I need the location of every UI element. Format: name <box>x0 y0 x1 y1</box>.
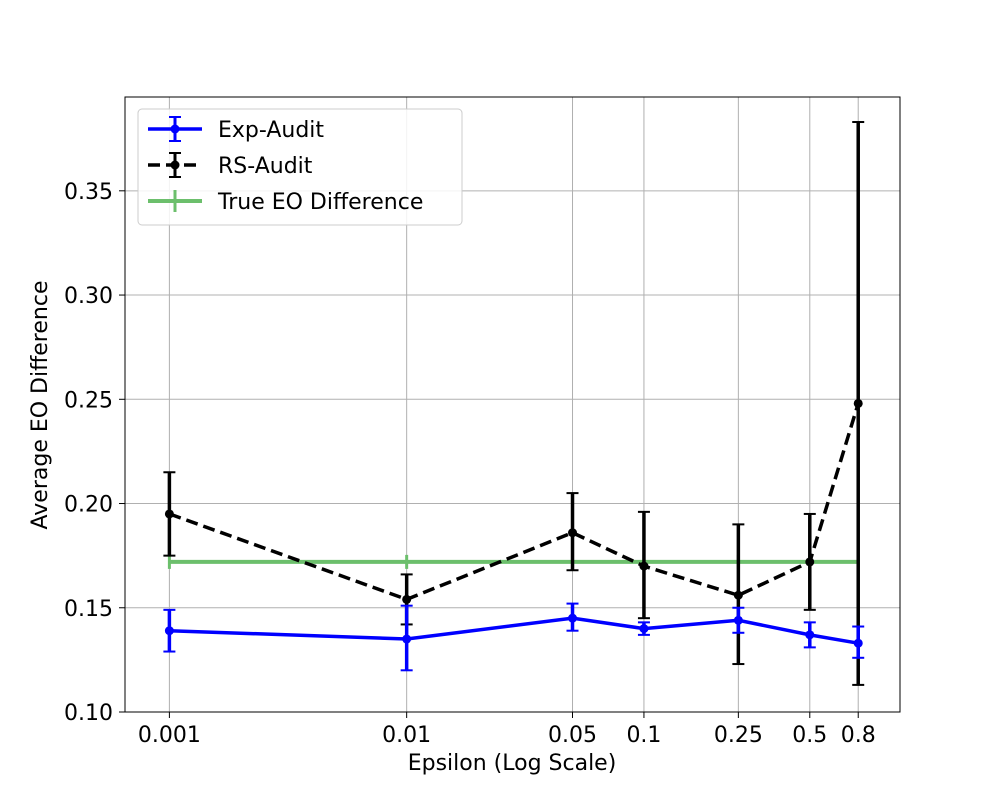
x-tick-label: 0.5 <box>792 723 827 748</box>
legend-box <box>137 108 463 226</box>
x-tick-label: 0.05 <box>548 723 597 748</box>
data-point <box>733 615 743 625</box>
series-line <box>168 402 860 602</box>
data-point <box>733 590 743 600</box>
data-point <box>568 528 578 538</box>
data-point <box>853 398 863 408</box>
y-tick-label: 0.25 <box>64 388 113 413</box>
legend-item: RS-Audit <box>148 152 313 179</box>
series-exp-audit <box>163 602 865 672</box>
y-tick-label: 0.30 <box>64 284 113 309</box>
x-axis-label: Epsilon (Log Scale) <box>408 751 617 776</box>
data-point <box>402 594 412 604</box>
series-rs-audit <box>163 121 865 686</box>
x-tick-label: 0.001 <box>138 723 201 748</box>
legend-item: True EO Difference <box>148 190 423 215</box>
data-point <box>568 613 578 623</box>
series-line <box>169 616 859 645</box>
legend-item: Exp-Audit <box>148 116 324 143</box>
legend-label: RS-Audit <box>218 154 313 179</box>
data-point <box>805 630 815 640</box>
x-tick-label: 0.8 <box>841 723 876 748</box>
grid <box>125 97 900 713</box>
legend: Exp-Audit RS-Audit True EO Difference <box>137 108 463 226</box>
y-axis-label: Average EO Difference <box>28 281 53 530</box>
data-point <box>639 624 649 634</box>
data-point <box>164 626 174 636</box>
data-point <box>164 509 174 519</box>
series-layer <box>163 121 865 686</box>
data-point <box>805 557 815 567</box>
x-tick-label: 0.25 <box>714 723 763 748</box>
x-tick-label: 0.01 <box>382 723 431 748</box>
y-tick-label: 0.10 <box>64 701 113 726</box>
y-tick-label: 0.15 <box>64 597 113 622</box>
legend-marker <box>170 160 180 170</box>
y-axis: 0.10 0.15 0.20 0.25 0.30 0.35 <box>64 180 125 726</box>
data-point <box>402 634 412 644</box>
plot-frame <box>124 96 901 713</box>
data-point <box>853 638 863 648</box>
legend-label: Exp-Audit <box>218 118 324 143</box>
x-tick-label: 0.1 <box>626 723 661 748</box>
data-point <box>639 561 649 571</box>
y-tick-label: 0.35 <box>64 180 113 205</box>
y-tick-label: 0.20 <box>64 493 113 518</box>
legend-label: True EO Difference <box>217 190 423 215</box>
legend-marker <box>170 124 180 134</box>
x-axis: 0.001 0.01 0.05 0.1 0.25 0.5 0.8 <box>138 712 876 748</box>
